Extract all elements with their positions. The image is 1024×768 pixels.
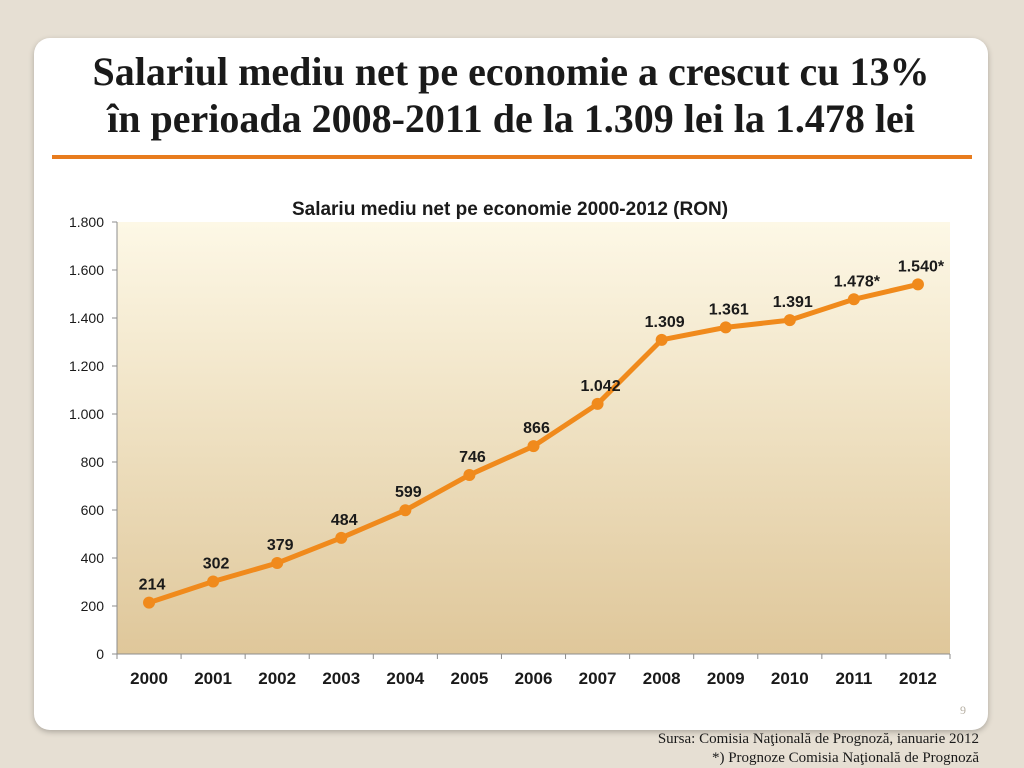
- data-label: 1.540*: [898, 258, 945, 275]
- data-label: 1.478*: [834, 273, 881, 290]
- y-tick-label: 0: [96, 646, 104, 662]
- data-point: [399, 504, 412, 517]
- data-point: [335, 531, 348, 544]
- data-label: 379: [267, 537, 294, 554]
- x-tick-label: 2008: [643, 669, 681, 688]
- data-point: [271, 557, 284, 570]
- y-tick-label: 600: [81, 502, 105, 518]
- chart-title: Salariu mediu net pe economie 2000-2012 …: [292, 199, 728, 220]
- source-line-2: *) Prognoze Comisia Naţională de Prognoz…: [711, 750, 979, 766]
- x-tick-label: 2004: [386, 669, 424, 688]
- y-tick-label: 1.400: [69, 310, 104, 326]
- x-tick-label: 2007: [579, 669, 617, 688]
- y-tick-label: 1.800: [69, 214, 104, 230]
- x-tick-label: 2001: [194, 669, 232, 688]
- source-note: Sursa: Comisia Naţională de Prognoză, ia…: [658, 730, 979, 768]
- data-label: 599: [395, 484, 422, 501]
- slide-title: Salariul mediu net pe economie a crescut…: [34, 48, 988, 142]
- data-point: [591, 397, 604, 410]
- data-point: [463, 468, 476, 481]
- data-point: [847, 293, 860, 306]
- x-tick-label: 2010: [771, 669, 809, 688]
- data-label: 1.042: [581, 378, 621, 395]
- source-line-1: Sursa: Comisia Naţională de Prognoză, ia…: [657, 731, 979, 747]
- x-tick-label: 2009: [707, 669, 745, 688]
- data-point: [719, 321, 732, 334]
- data-label: 1.361: [709, 301, 749, 318]
- data-point: [207, 575, 220, 588]
- y-tick-label: 400: [81, 550, 105, 566]
- x-tick-label: 2002: [258, 669, 296, 688]
- page-number: 9: [960, 703, 966, 717]
- y-tick-label: 1.600: [69, 262, 104, 278]
- data-label: 1.309: [645, 314, 685, 331]
- data-label: 1.391: [773, 294, 813, 311]
- data-label: 866: [523, 420, 550, 437]
- x-tick-label: 2012: [899, 669, 937, 688]
- data-label: 746: [459, 449, 486, 466]
- data-point: [527, 440, 540, 453]
- data-point: [143, 596, 156, 609]
- y-tick-label: 800: [81, 454, 105, 470]
- data-point: [655, 333, 668, 346]
- x-tick-label: 2011: [835, 669, 872, 688]
- x-tick-label: 2006: [515, 669, 553, 688]
- x-tick-label: 2003: [322, 669, 360, 688]
- plot-area: [117, 222, 950, 654]
- y-tick-label: 200: [81, 598, 105, 614]
- title-divider: [52, 155, 972, 159]
- data-point: [911, 278, 924, 291]
- data-label: 484: [331, 512, 358, 529]
- x-tick-label: 2005: [451, 669, 489, 688]
- y-tick-label: 1.200: [69, 358, 104, 374]
- title-line-2: în perioada 2008-2011 de la 1.309 lei la…: [107, 96, 915, 141]
- y-tick-label: 1.000: [69, 406, 104, 422]
- data-point: [783, 314, 796, 327]
- title-line-1: Salariul mediu net pe economie a crescut…: [92, 49, 930, 94]
- x-tick-label: 2000: [130, 669, 168, 688]
- data-label: 214: [139, 577, 166, 594]
- data-label: 302: [203, 556, 230, 573]
